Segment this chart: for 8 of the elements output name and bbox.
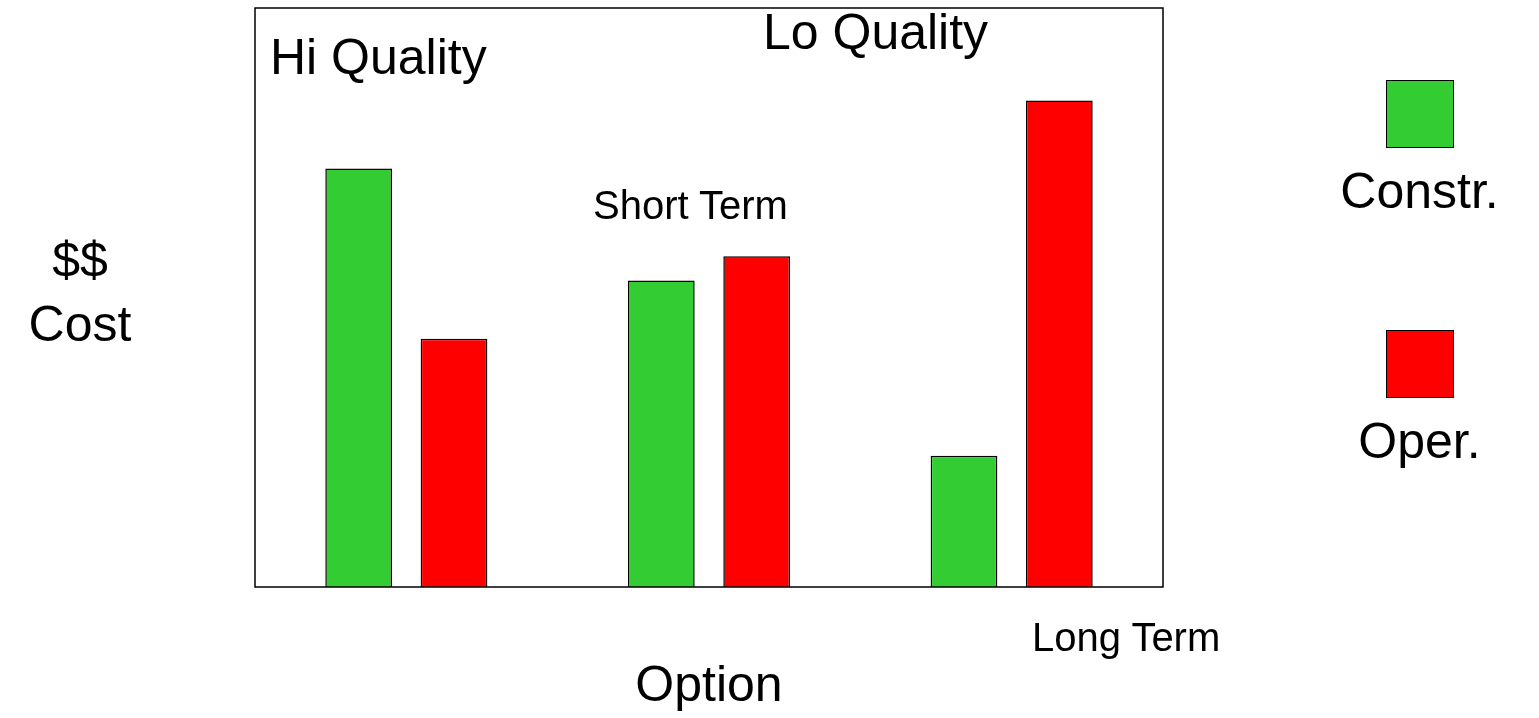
legend-label: Constr.	[1339, 162, 1500, 220]
x-axis-title: Option	[635, 656, 783, 712]
text: Hi Quality	[270, 28, 487, 85]
text: Long Term	[1032, 615, 1221, 660]
y-axis-title: $$ Cost	[27, 231, 133, 354]
text: Lo Quality	[763, 3, 989, 60]
legend-label: Oper.	[1357, 412, 1482, 470]
annotation: Short Term	[593, 183, 788, 228]
